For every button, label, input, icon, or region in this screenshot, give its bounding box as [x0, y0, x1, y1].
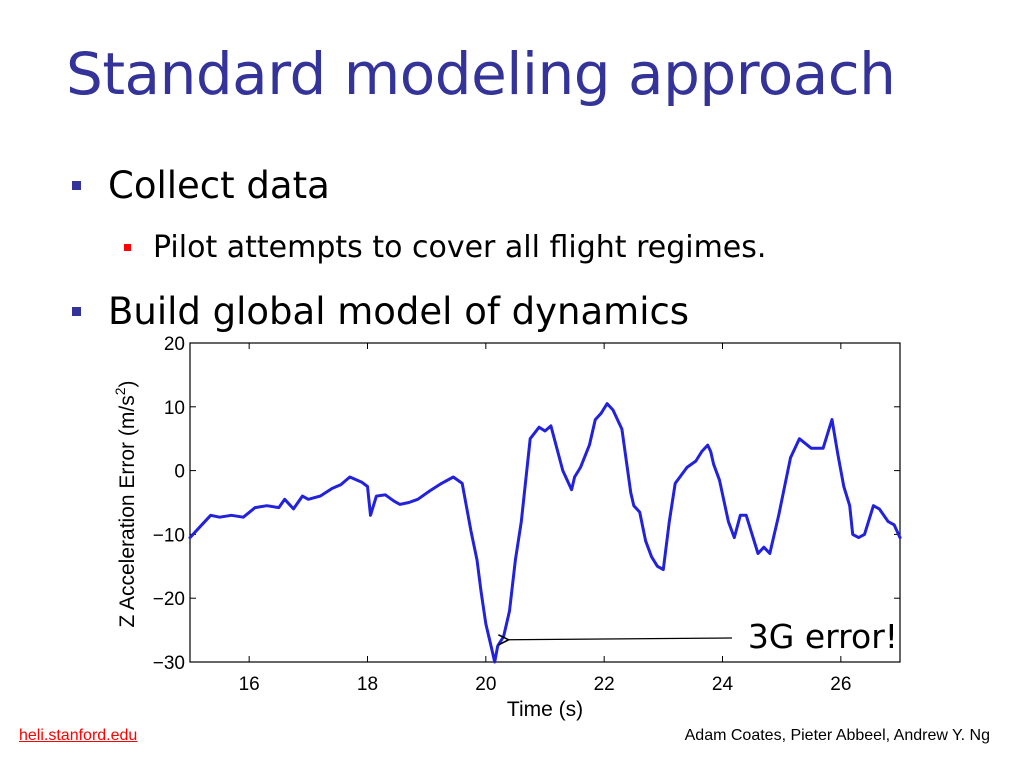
y-tick-label: −10: [153, 525, 185, 546]
y-axis-label: Z Acceleration Error (m/s2): [112, 380, 139, 627]
slide-title: Standard modeling approach: [66, 40, 896, 108]
annotation-3g-error: 3G error!: [748, 617, 898, 656]
bullet-build-model: Build global model of dynamics: [72, 290, 689, 333]
bullet-text: Pilot attempts to cover all flight regim…: [153, 230, 767, 265]
y-tick-label: −30: [153, 653, 185, 674]
x-tick-label: 24: [712, 674, 734, 695]
footer-credit: Adam Coates, Pieter Abbeel, Andrew Y. Ng: [684, 727, 990, 744]
y-tick-label: 10: [164, 398, 185, 419]
bullet-text: Build global model of dynamics: [108, 290, 690, 333]
bullet-square-icon: [124, 244, 131, 251]
y-tick-label: 20: [164, 334, 185, 355]
x-tick-label: 26: [830, 674, 851, 695]
x-tick-label: 20: [475, 674, 496, 695]
bullet-square-icon: [72, 181, 81, 190]
y-axis-label-suffix: ): [116, 380, 139, 387]
bullet-text: Collect data: [108, 164, 330, 207]
footer-link[interactable]: heli.stanford.edu: [19, 727, 138, 744]
y-tick-label: 0: [174, 462, 185, 483]
annotation-arrow: [509, 638, 733, 640]
series-line: [188, 402, 902, 664]
bullet-square-icon: [72, 307, 81, 316]
y-axis-label-main: Z Acceleration Error (m/s: [116, 395, 139, 627]
y-tick-label: −20: [153, 589, 185, 610]
y-axis-label-superscript: 2: [112, 387, 128, 395]
x-tick-label: 22: [594, 674, 615, 695]
x-tick-label: 18: [357, 674, 378, 695]
bullet-collect-data: Collect data: [72, 164, 330, 207]
x-tick-label: 16: [239, 674, 260, 695]
sub-bullet-pilot: Pilot attempts to cover all flight regim…: [124, 230, 766, 265]
x-axis-label: Time (s): [507, 698, 583, 721]
